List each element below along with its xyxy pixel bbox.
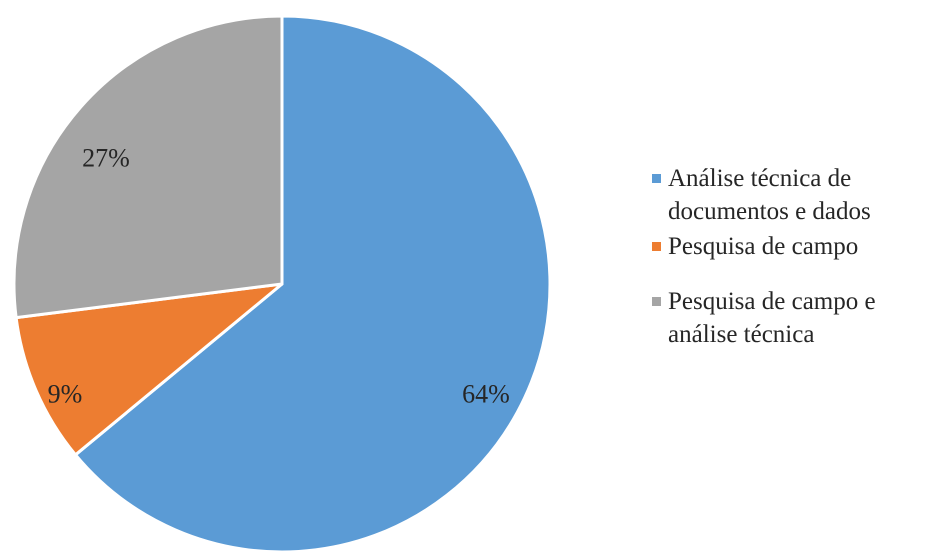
legend: Análise técnica de documentos e dados Pe… [652, 162, 936, 351]
pie-slice-pesquisa-e-analise [12, 14, 284, 320]
data-label-pesquisa-de-campo: 9% [48, 380, 83, 409]
legend-swatch-pesquisa-e-analise [652, 297, 661, 306]
pie-slice-labels: 64% 9% 27% [48, 144, 510, 409]
legend-label-analise-tecnica: Análise técnica de documentos e dados [668, 165, 871, 225]
legend-item-pesquisa-de-campo: Pesquisa de campo [652, 230, 936, 263]
pie-slices [12, 14, 552, 552]
legend-label-pesquisa-de-campo: Pesquisa de campo [668, 233, 859, 260]
data-label-analise-tecnica: 64% [462, 380, 510, 409]
pie-slice-analise-tecnica [74, 14, 552, 552]
data-label-pesquisa-e-analise: 27% [82, 144, 130, 173]
pie-slice-pesquisa-de-campo [14, 282, 284, 457]
legend-label-pesquisa-e-analise: Pesquisa de campo e análise técnica [668, 288, 876, 348]
legend-swatch-pesquisa-de-campo [652, 242, 661, 251]
legend-swatch-analise-tecnica [652, 174, 661, 183]
legend-item-analise-tecnica: Análise técnica de documentos e dados [652, 162, 936, 228]
legend-item-pesquisa-e-analise: Pesquisa de campo e análise técnica [652, 285, 936, 351]
